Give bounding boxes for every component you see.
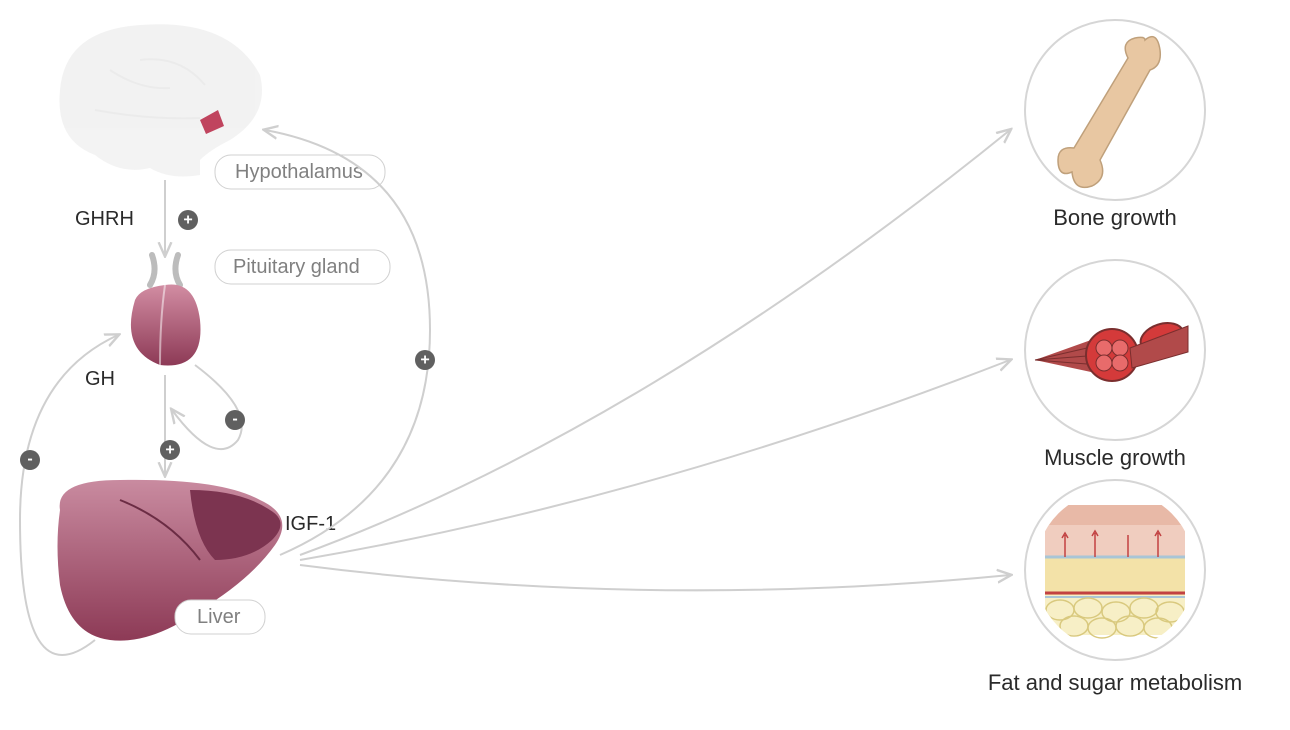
- label-gh: GH: [85, 368, 115, 390]
- svg-text:+: +: [420, 352, 429, 369]
- svg-text:+: +: [183, 212, 192, 229]
- pituitary-pill: Pituitary gland: [215, 250, 390, 284]
- sign-ghrh-plus: +: [178, 210, 198, 230]
- arrow-igf1-fat: [300, 565, 1010, 590]
- svg-text:-: -: [27, 451, 32, 468]
- bone-target: Bone growth: [1025, 20, 1205, 230]
- sign-liver-pituitary-neg: -: [20, 450, 40, 470]
- brain-icon: [59, 24, 262, 176]
- arrow-liver-hypoth-pos: [265, 130, 430, 555]
- pituitary-icon: [131, 255, 201, 365]
- svg-text:Liver: Liver: [197, 606, 241, 628]
- svg-text:Muscle growth: Muscle growth: [1044, 445, 1186, 470]
- svg-text:Pituitary gland: Pituitary gland: [233, 256, 360, 278]
- sign-gh-self-neg: -: [225, 410, 245, 430]
- liver-pill: Liver: [175, 600, 265, 634]
- gh-axis-diagram: Hypothalamus GHRH + Pituitary gland GH +…: [0, 0, 1290, 730]
- svg-text:+: +: [165, 442, 174, 459]
- svg-text:-: -: [232, 411, 237, 428]
- fat-target: Fat and sugar metabolism: [988, 480, 1242, 695]
- svg-text:Hypothalamus: Hypothalamus: [235, 161, 363, 183]
- hypothalamus-pill: Hypothalamus: [215, 155, 385, 189]
- svg-text:Fat and sugar metabolism: Fat and sugar metabolism: [988, 670, 1242, 695]
- sign-liver-hypoth-pos: +: [415, 350, 435, 370]
- label-ghrh: GHRH: [75, 208, 134, 230]
- arrow-igf1-bone: [300, 130, 1010, 555]
- svg-text:Bone growth: Bone growth: [1053, 205, 1177, 230]
- muscle-target: Muscle growth: [1025, 260, 1205, 470]
- sign-gh-plus: +: [160, 440, 180, 460]
- arrow-igf1-muscle: [300, 360, 1010, 560]
- skin-layers-icon: [1045, 505, 1185, 638]
- arrow-gh-self-neg: [172, 365, 242, 449]
- label-igf1: IGF-1: [285, 513, 336, 535]
